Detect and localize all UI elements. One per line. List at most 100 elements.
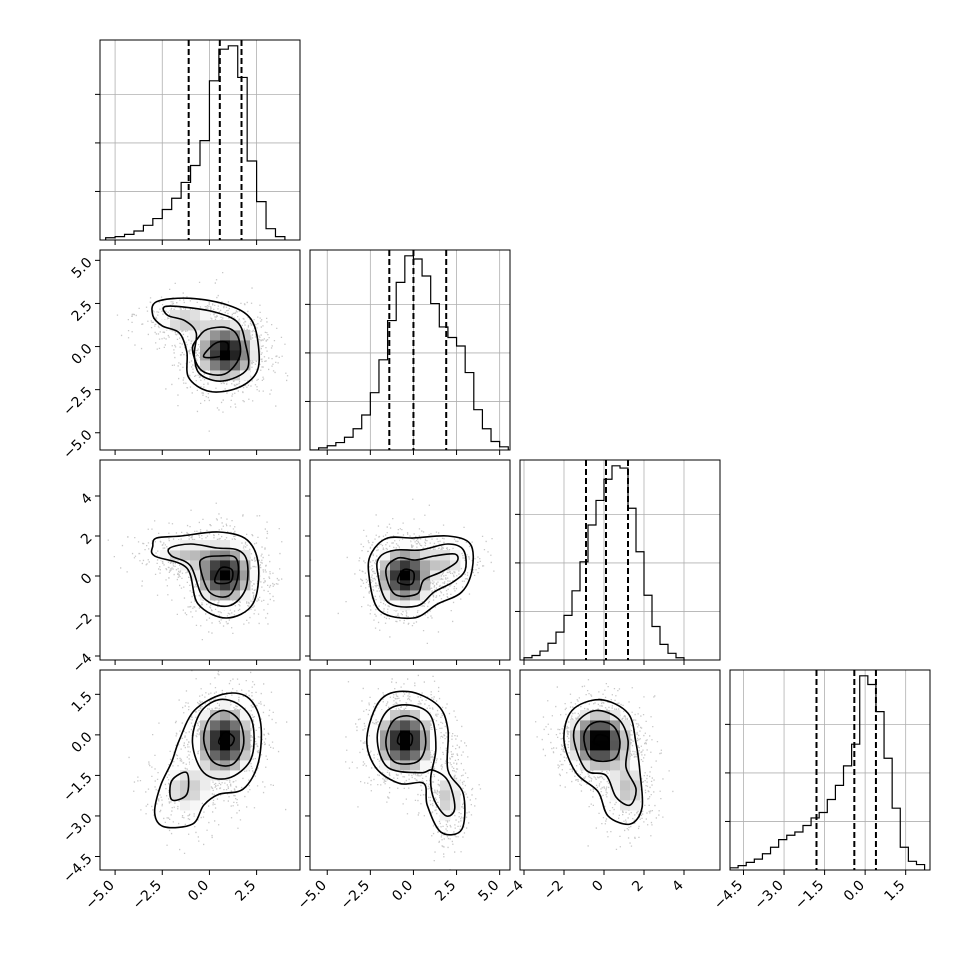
density-cell [210, 360, 221, 371]
x-tick-label-var3-1: −4 [501, 877, 527, 903]
density-cell [220, 700, 231, 711]
density-cell [230, 740, 241, 751]
scatter-2-3 [310, 498, 495, 644]
density-cell [400, 730, 411, 741]
density-cell [630, 770, 641, 781]
density-cell [220, 360, 231, 371]
density-cell [190, 330, 201, 341]
contour-2-4-2 [385, 715, 427, 765]
density-panel-1-3 [95, 459, 301, 665]
x-tick-label-var1-1: −5.0 [83, 878, 118, 913]
hist-4-frame [729, 669, 931, 871]
density-cell [420, 560, 431, 571]
contour-1-2-4 [151, 297, 261, 393]
density-cell [190, 560, 201, 571]
density-cell [220, 560, 231, 571]
density-cell [200, 340, 211, 351]
density-cell [180, 800, 191, 811]
density-cell [230, 550, 241, 561]
contour-2-3-3 [376, 543, 467, 608]
density-cell [240, 760, 251, 771]
density-cell [600, 760, 611, 771]
density-cell [210, 350, 221, 361]
density-cell [410, 580, 421, 591]
density-cell [400, 590, 411, 601]
density-cell [240, 740, 251, 751]
density-cell [210, 340, 221, 351]
x-tick-label-var3-3: 0 [589, 878, 607, 896]
density-cell [380, 560, 391, 571]
density-cell [190, 790, 201, 801]
density-cell [220, 600, 231, 611]
density-cell [600, 720, 611, 731]
density-cell [210, 560, 221, 571]
density-cell [230, 750, 241, 761]
density-cell [210, 710, 221, 721]
density-cell [230, 330, 241, 341]
density-cell [200, 320, 211, 331]
density-cell [380, 580, 391, 591]
density-cell [620, 750, 631, 761]
density-cell [600, 710, 611, 721]
x-tick-label-var4-5: 1.5 [881, 878, 908, 905]
density-cell [380, 720, 391, 731]
density-cell [230, 320, 241, 331]
density-cell [210, 770, 221, 781]
density-cell [200, 360, 211, 371]
scatter-2-4 [345, 674, 482, 870]
density-cell [200, 760, 211, 771]
density-cell [200, 770, 211, 781]
y-tick-label-var4-1: −4.5 [60, 851, 95, 886]
density-cell [170, 310, 181, 321]
density-cell [410, 760, 421, 771]
y-tick-label-var4-5: 1.5 [69, 689, 96, 716]
density-cell [210, 760, 221, 771]
density-cell [210, 550, 221, 561]
hist-3-steps [523, 465, 685, 660]
density-cell [390, 550, 401, 561]
hist-1-frame [99, 39, 301, 241]
density-cell [180, 320, 191, 331]
y-tick-label-var3-1: −4 [70, 650, 96, 676]
contour-2-3-1 [396, 568, 416, 586]
y-tick-label-var3-5: 4 [78, 490, 96, 508]
density-cell [240, 350, 251, 361]
density-cell [410, 730, 421, 741]
density-cell [180, 550, 191, 561]
density-cell [190, 320, 201, 331]
density-cell [380, 740, 391, 751]
density-cell [210, 540, 221, 551]
density-cell [410, 710, 421, 721]
density-cell [590, 760, 601, 771]
density-cell [210, 330, 221, 341]
density-cell [170, 550, 181, 561]
contour-1-2-2 [191, 326, 242, 376]
histogram-panel-2 [305, 249, 511, 455]
density-cell [230, 350, 241, 361]
density-cell [250, 340, 261, 351]
density-cell [620, 730, 631, 741]
density-cell [420, 760, 431, 771]
density-cell [590, 710, 601, 721]
density-panel-1-4 [95, 669, 301, 875]
density-cell [580, 750, 591, 761]
y-tick-label-var3-2: −2 [70, 610, 96, 636]
density-cell [410, 550, 421, 561]
density-cell [390, 750, 401, 761]
hist-4-steps [730, 675, 926, 870]
density-cell [190, 760, 201, 771]
scatter-3-4 [535, 679, 674, 850]
contour-3-4-2 [583, 720, 621, 763]
density-cell [420, 720, 431, 731]
density-cell [620, 780, 631, 791]
density-cell [570, 730, 581, 741]
density-cell [220, 320, 231, 331]
density-cell [220, 340, 231, 351]
density-cell [410, 720, 421, 731]
density-cell [240, 750, 251, 761]
y-tick-label-var4-3: −1.5 [60, 770, 95, 805]
density-cell [250, 350, 261, 361]
density-cell [230, 730, 241, 741]
density-cell [220, 540, 231, 551]
contour-3-4-3 [572, 709, 637, 807]
